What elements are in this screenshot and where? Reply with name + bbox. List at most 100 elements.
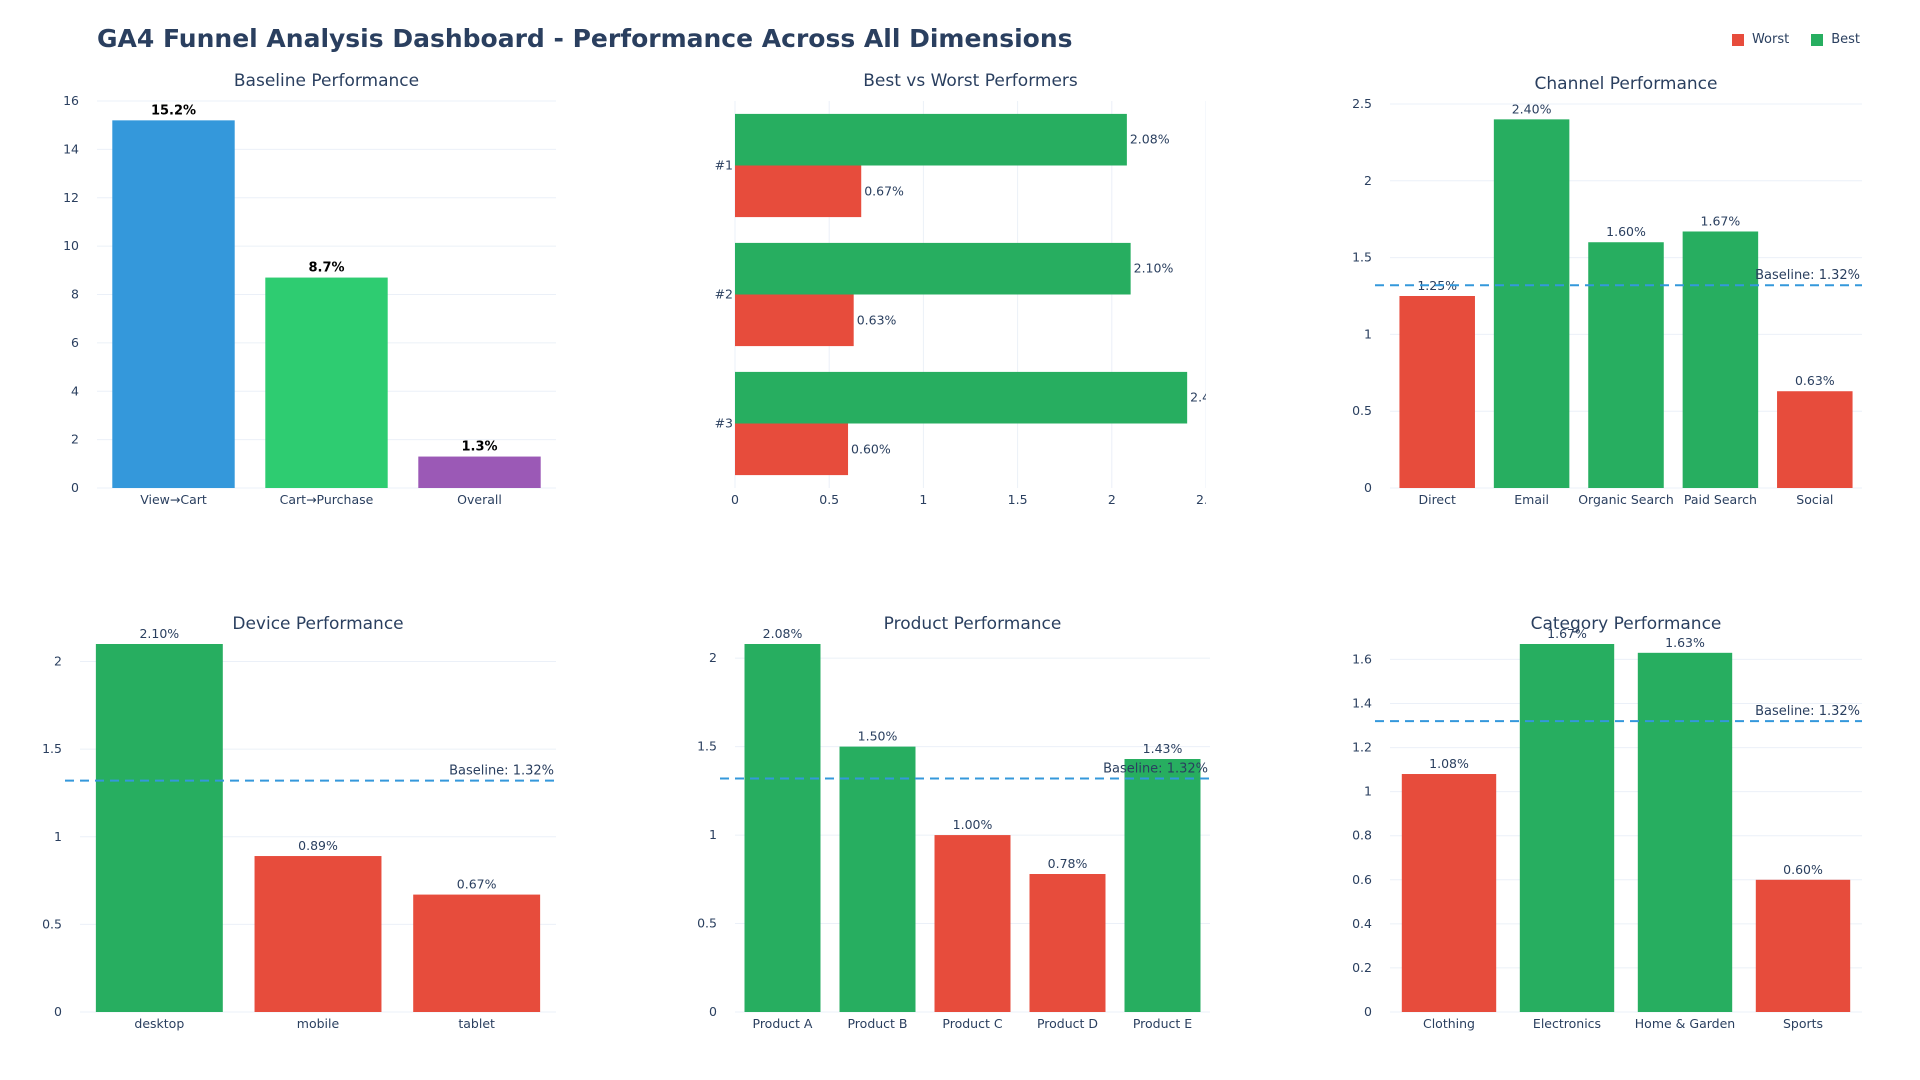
channel-x-tick: Paid Search <box>1684 492 1757 507</box>
category-x-tick: Sports <box>1783 1016 1823 1031</box>
category-y-tick: 0 <box>1364 1004 1372 1019</box>
product-data-label: 1.43% <box>1143 741 1183 756</box>
product-x-tick: Product A <box>753 1016 813 1031</box>
baseline-y-tick: 4 <box>71 383 79 398</box>
baseline-bar <box>418 456 541 488</box>
device-y-tick: 0 <box>54 1004 62 1019</box>
device-y-tick: 1.5 <box>42 741 62 756</box>
channel-bar <box>1493 119 1570 489</box>
device-bar <box>254 856 382 1012</box>
category-bar <box>1637 652 1733 1012</box>
bestworst-panel: Best vs Worst Performers 0 0.5 1 1.5 2 2.5 2.08… <box>715 71 1230 507</box>
device-x-tick: mobile <box>297 1016 340 1031</box>
category-y-tick: 1.2 <box>1352 740 1372 755</box>
baseline-y-tick: 6 <box>71 335 79 350</box>
device-data-label: 0.89% <box>298 838 338 853</box>
channel-y-tick: 1 <box>1364 326 1372 341</box>
legend-item-worst[interactable]: Worst <box>1731 32 1790 47</box>
category-y-tick: 0.2 <box>1352 960 1372 975</box>
bestworst-bar-best <box>735 113 1127 166</box>
device-baseline-label: Baseline: 1.32% <box>449 764 554 779</box>
product-data-label: 2.08% <box>763 626 803 641</box>
channel-baseline-label: Baseline: 1.32% <box>1755 268 1860 283</box>
category-x-tick: Clothing <box>1423 1016 1475 1031</box>
bestworst-data-label: 2.10% <box>1134 261 1174 276</box>
product-data-label: 0.78% <box>1048 856 1088 871</box>
category-panel: Category Performance 0 0.2 0.4 0.6 0.8 1 1.2 1.4… <box>1352 614 1862 1031</box>
baseline-y-tick: 14 <box>63 141 79 156</box>
bestworst-y-tick: #2 <box>715 287 733 302</box>
category-y-tick: 0.4 <box>1352 916 1372 931</box>
category-x-tick: Home & Garden <box>1635 1016 1735 1031</box>
product-panel: Product Performance 0 0.5 1 1.5 2 2.08% Product… <box>697 614 1210 1031</box>
product-x-tick: Product E <box>1133 1016 1192 1031</box>
device-x-tick: tablet <box>458 1016 495 1031</box>
baseline-bar <box>112 120 235 488</box>
category-data-label: 1.67% <box>1547 626 1587 641</box>
category-bar <box>1401 774 1497 1012</box>
channel-x-tick: Social <box>1796 492 1833 507</box>
category-data-label: 1.63% <box>1665 635 1705 650</box>
bestworst-title: Best vs Worst Performers <box>863 71 1078 91</box>
channel-data-label: 1.67% <box>1701 213 1741 228</box>
baseline-x-tick: Cart→Purchase <box>280 492 374 507</box>
product-data-label: 1.00% <box>953 817 993 832</box>
product-data-label: 1.50% <box>858 729 898 744</box>
device-y-tick: 1 <box>54 829 62 844</box>
bestworst-x-tick: 0 <box>731 492 739 507</box>
product-x-tick: Product D <box>1037 1016 1098 1031</box>
product-baseline-label: Baseline: 1.32% <box>1103 761 1208 776</box>
baseline-data-label: 8.7% <box>308 261 344 276</box>
bestworst-data-label: 2.08% <box>1130 132 1170 147</box>
product-bar <box>934 835 1011 1012</box>
bestworst-bar-worst <box>735 294 854 347</box>
device-title: Device Performance <box>232 614 403 634</box>
legend-swatch-best <box>1811 33 1824 46</box>
baseline-y-tick: 16 <box>63 93 79 108</box>
bestworst-data-label: 0.67% <box>864 183 904 198</box>
bestworst-y-tick: #1 <box>715 158 733 173</box>
bestworst-data-label: 0.60% <box>851 441 891 456</box>
category-bar <box>1755 879 1851 1012</box>
bestworst-bar-worst <box>735 165 862 218</box>
product-y-tick: 0 <box>709 1004 717 1019</box>
channel-title: Channel Performance <box>1535 74 1718 94</box>
product-bar <box>839 746 916 1012</box>
channel-data-label: 1.60% <box>1606 224 1646 239</box>
legend-label-worst: Worst <box>1751 32 1790 47</box>
bestworst-x-tick: 1 <box>919 492 927 507</box>
category-data-label: 0.60% <box>1783 862 1823 877</box>
bestworst-bar-best <box>735 371 1188 424</box>
bestworst-bar-best <box>735 242 1131 295</box>
device-data-label: 2.10% <box>139 626 179 641</box>
channel-x-tick: Email <box>1514 492 1549 507</box>
channel-bar <box>1399 296 1475 488</box>
category-title: Category Performance <box>1531 614 1722 634</box>
legend-label-best: Best <box>1831 32 1860 47</box>
bestworst-data-label: 2.40% <box>1190 390 1230 405</box>
device-x-tick: desktop <box>134 1016 184 1031</box>
category-y-tick: 1.4 <box>1352 695 1372 710</box>
category-baseline-label: Baseline: 1.32% <box>1755 704 1860 719</box>
channel-panel: Channel Performance00.511.522.51.25%Dire… <box>1352 74 1862 507</box>
baseline-y-tick: 8 <box>71 287 79 302</box>
channel-bar <box>1588 242 1664 488</box>
device-bar <box>413 894 541 1012</box>
baseline-data-label: 15.2% <box>151 103 196 118</box>
channel-x-tick: Organic Search <box>1578 492 1674 507</box>
channel-data-label: 2.40% <box>1512 101 1552 116</box>
legend-item-best[interactable]: Best <box>1811 32 1860 47</box>
baseline-y-tick: 10 <box>63 238 79 253</box>
baseline-title: Baseline Performance <box>234 71 419 91</box>
baseline-x-tick: Overall <box>457 492 502 507</box>
category-data-label: 1.08% <box>1429 756 1469 771</box>
channel-y-tick: 2 <box>1364 173 1372 188</box>
category-y-tick: 0.6 <box>1352 872 1372 887</box>
bestworst-y-tick: #3 <box>715 416 733 431</box>
bestworst-bar-worst <box>735 423 849 476</box>
category-y-tick: 0.8 <box>1352 828 1372 843</box>
device-bar <box>95 644 223 1012</box>
device-y-tick: 0.5 <box>42 916 62 931</box>
product-bar <box>1124 759 1201 1012</box>
product-x-tick: Product B <box>847 1016 907 1031</box>
